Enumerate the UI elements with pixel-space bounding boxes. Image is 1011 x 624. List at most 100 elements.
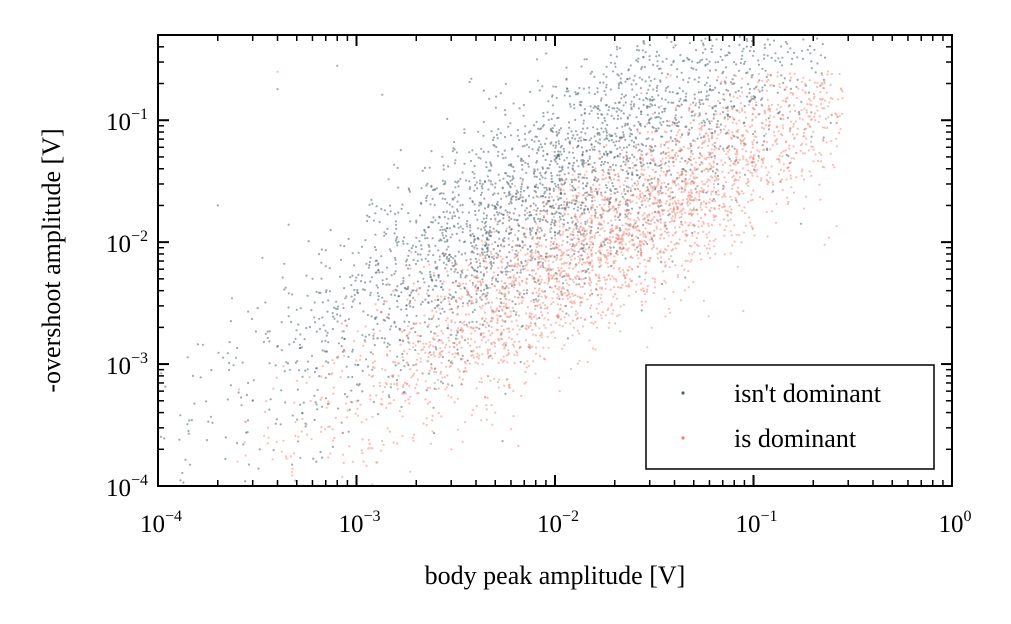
scatter-point bbox=[825, 91, 828, 94]
scatter-point bbox=[388, 307, 391, 310]
scatter-point bbox=[641, 203, 644, 206]
scatter-point bbox=[671, 121, 674, 124]
scatter-point bbox=[509, 310, 512, 313]
scatter-point bbox=[778, 154, 781, 157]
scatter-point bbox=[536, 230, 539, 233]
scatter-point bbox=[623, 274, 626, 277]
scatter-point bbox=[813, 112, 817, 115]
scatter-point bbox=[540, 257, 543, 260]
scatter-point bbox=[347, 318, 351, 321]
scatter-point bbox=[726, 105, 729, 108]
scatter-point bbox=[459, 204, 462, 207]
scatter-point bbox=[674, 155, 677, 158]
scatter-point bbox=[696, 208, 699, 211]
scatter-point bbox=[436, 295, 439, 298]
scatter-point bbox=[469, 326, 472, 329]
scatter-point bbox=[366, 313, 369, 317]
scatter-point bbox=[251, 399, 254, 402]
scatter-point bbox=[415, 221, 418, 224]
scatter-point bbox=[388, 248, 391, 251]
scatter-point bbox=[507, 194, 510, 197]
scatter-point bbox=[683, 289, 687, 292]
scatter-point bbox=[585, 58, 588, 61]
scatter-point bbox=[700, 121, 703, 124]
scatter-point bbox=[558, 229, 561, 232]
scatter-point bbox=[648, 214, 651, 217]
scatter-point bbox=[544, 296, 547, 300]
scatter-point bbox=[388, 204, 392, 207]
scatter-point bbox=[580, 201, 584, 204]
scatter-point bbox=[473, 164, 476, 168]
scatter-point bbox=[485, 214, 488, 217]
scatter-point bbox=[711, 199, 714, 202]
scatter-point bbox=[661, 151, 665, 155]
scatter-point bbox=[577, 165, 580, 168]
scatter-point bbox=[677, 242, 680, 245]
scatter-point bbox=[486, 247, 489, 250]
scatter-point bbox=[456, 200, 459, 203]
scatter-point bbox=[683, 145, 686, 148]
scatter-point bbox=[557, 150, 560, 153]
scatter-point bbox=[663, 297, 666, 300]
scatter-point bbox=[511, 175, 514, 178]
scatter-point bbox=[441, 179, 444, 182]
scatter-point bbox=[376, 322, 379, 325]
scatter-point bbox=[383, 234, 386, 237]
scatter-point bbox=[245, 393, 248, 397]
scatter-point bbox=[653, 280, 657, 283]
scatter-point bbox=[508, 336, 511, 339]
scatter-point bbox=[681, 180, 684, 183]
scatter-point bbox=[386, 213, 389, 216]
scatter-point bbox=[280, 349, 283, 352]
scatter-point bbox=[599, 81, 602, 84]
scatter-point bbox=[334, 416, 337, 419]
scatter-point bbox=[552, 199, 555, 202]
scatter-point bbox=[443, 216, 446, 219]
scatter-point bbox=[472, 326, 475, 330]
scatter-point bbox=[778, 86, 781, 89]
scatter-point bbox=[568, 283, 571, 286]
scatter-point bbox=[677, 176, 681, 179]
scatter-point bbox=[648, 122, 651, 125]
scatter-point bbox=[546, 153, 549, 156]
scatter-point bbox=[705, 233, 708, 236]
scatter-point bbox=[351, 252, 354, 255]
scatter-point bbox=[820, 72, 823, 75]
scatter-point bbox=[716, 79, 719, 82]
scatter-point bbox=[297, 323, 300, 326]
scatter-point bbox=[508, 175, 511, 178]
scatter-point bbox=[361, 334, 364, 337]
scatter-point bbox=[380, 255, 383, 258]
scatter-point bbox=[774, 59, 777, 62]
scatter-point bbox=[695, 243, 699, 246]
scatter-point bbox=[751, 198, 754, 201]
scatter-point bbox=[517, 445, 520, 448]
scatter-point bbox=[495, 229, 498, 232]
scatter-point bbox=[408, 190, 412, 193]
scatter-point bbox=[631, 184, 634, 187]
scatter-point bbox=[702, 119, 705, 122]
scatter-point bbox=[410, 247, 413, 250]
scatter-point bbox=[603, 145, 606, 148]
scatter-point bbox=[496, 314, 499, 317]
scatter-point bbox=[633, 124, 636, 127]
scatter-point bbox=[515, 192, 518, 195]
scatter-point bbox=[527, 131, 531, 134]
scatter-point bbox=[383, 209, 386, 212]
scatter-point bbox=[284, 401, 287, 404]
scatter-point bbox=[625, 185, 628, 188]
scatter-point bbox=[713, 157, 716, 160]
scatter-point bbox=[820, 103, 823, 106]
scatter-point bbox=[456, 307, 459, 310]
scatter-point bbox=[414, 245, 418, 248]
scatter-point bbox=[497, 231, 500, 234]
scatter-point bbox=[325, 334, 328, 337]
scatter-point bbox=[471, 170, 474, 174]
scatter-point bbox=[633, 74, 636, 77]
scatter-point bbox=[629, 64, 632, 67]
scatter-point bbox=[639, 161, 642, 164]
scatter-point bbox=[630, 207, 634, 210]
scatter-point bbox=[644, 51, 647, 54]
scatter-point bbox=[490, 164, 493, 167]
scatter-point bbox=[565, 205, 568, 208]
